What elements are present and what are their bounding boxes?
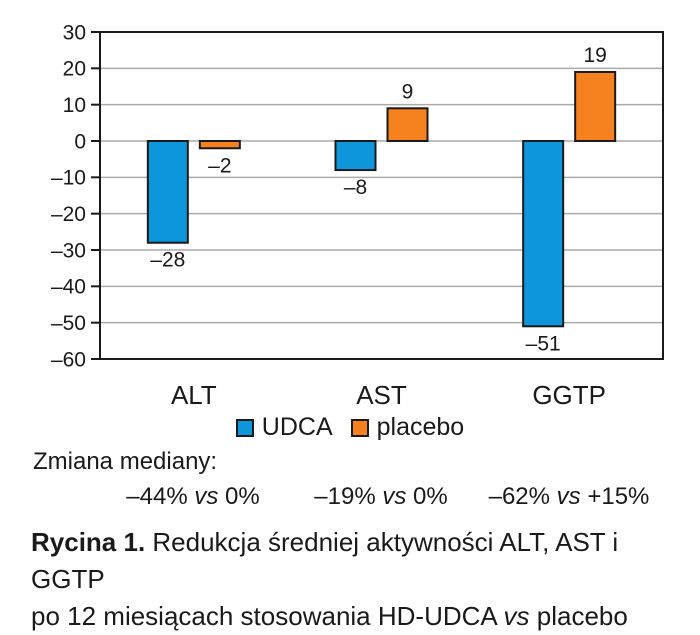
plot-frame [99, 31, 664, 360]
median-item-ggtp: –62% vs +15% [489, 483, 650, 511]
median-item-alt: –44% vs 0% [126, 483, 259, 511]
value-label-ALT-UDCA: –28 [150, 249, 185, 272]
placebo-swatch-icon [350, 418, 369, 437]
y-tick-label: –30 [51, 239, 86, 262]
value-label-ALT-placebo: –2 [208, 154, 231, 177]
bar-ALT-UDCA [146, 140, 189, 244]
category-label-GGTP: GGTP [532, 380, 606, 410]
median-change-heading: Zmiana mediany: [33, 448, 218, 475]
median-ggtp-before: –62% [488, 483, 557, 510]
caption-line2-before-vs: po 12 miesiącach stosowania HD-UDCA [31, 601, 504, 631]
chart-legend: UDCA placebo [0, 413, 700, 442]
category-label-ALT: ALT [171, 380, 217, 410]
legend-label-udca: UDCA [261, 413, 333, 441]
category-label-AST: AST [356, 380, 407, 410]
median-ast-vs: vs [382, 483, 407, 510]
value-label-AST-UDCA: –8 [344, 176, 367, 199]
bar-chart: 30 20 10 0 –10 –20 –30 –40 –50 –60 –28 –2 ALT –8 9 AST –… [51, 21, 664, 410]
median-ggtp-after: +15% [580, 483, 650, 510]
figure-caption: Rycina 1. Redukcja średniej aktywności A… [31, 524, 691, 635]
median-ast-before: –19% [314, 483, 383, 510]
bar-GGTP-UDCA [522, 140, 565, 328]
y-tick-label: –10 [51, 167, 86, 190]
median-alt-after: 0% [218, 483, 260, 510]
median-ggtp-vs: vs [556, 483, 581, 510]
caption-label: Rycina 1. [31, 527, 146, 557]
median-alt-before: –44% [126, 483, 195, 510]
value-label-GGTP-placebo: 19 [583, 44, 606, 67]
median-change-values: –44% vs 0% –19% vs 0% –62% vs +15% [0, 483, 700, 513]
value-label-GGTP-UDCA: –51 [526, 332, 561, 355]
legend-item-udca: UDCA [235, 413, 333, 442]
legend-item-placebo: placebo [350, 413, 465, 442]
y-tick-label: –20 [51, 203, 86, 226]
y-tick-label: 30 [63, 21, 86, 44]
bar-GGTP-placebo [574, 70, 617, 142]
caption-vs: vs [503, 601, 530, 631]
caption-line1: Redukcja średniej aktywności ALT, AST i … [31, 527, 619, 594]
bar-AST-UDCA [334, 140, 377, 172]
legend-label-placebo: placebo [376, 413, 465, 441]
value-label-AST-placebo: 9 [402, 80, 414, 103]
median-ast-after: 0% [406, 483, 448, 510]
y-tick-label: 0 [74, 130, 86, 153]
udca-swatch-icon [235, 418, 254, 437]
y-tick-label: 10 [63, 94, 86, 117]
y-tick-label: –40 [51, 276, 86, 299]
caption-line2-after-vs: placebo [529, 601, 628, 631]
median-alt-vs: vs [194, 483, 219, 510]
y-tick-label: –60 [51, 348, 86, 371]
bar-ALT-placebo [198, 140, 241, 150]
y-tick-label: –50 [51, 312, 86, 335]
y-tick-label: 20 [63, 58, 86, 81]
figure-panel: 30 20 10 0 –10 –20 –30 –40 –50 –60 –28 –2 ALT –8 9 AST –… [0, 21, 700, 631]
median-item-ast: –19% vs 0% [314, 483, 447, 511]
bar-AST-placebo [386, 107, 429, 143]
